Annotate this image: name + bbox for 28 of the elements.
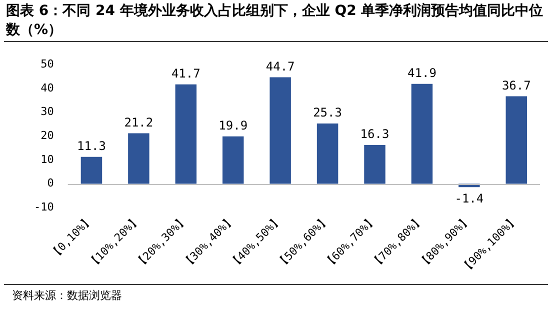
- data-label: 19.9: [218, 118, 248, 132]
- data-label: 41.7: [171, 66, 200, 81]
- bar: [364, 144, 386, 184]
- data-label: 25.3: [313, 106, 342, 120]
- bar: [80, 156, 102, 184]
- bar: [506, 96, 528, 184]
- data-label: 44.7: [266, 59, 295, 74]
- data-label: 16.3: [360, 127, 390, 142]
- y-tick-label: 40: [40, 81, 54, 94]
- chart-title: 图表 6：不同 24 年境外业务收入占比组别下，企业 Q2 单季净利润预告均值同比中位数（%）: [6, 2, 544, 40]
- bar: [175, 84, 197, 184]
- data-label: 21.2: [124, 115, 154, 130]
- y-tick-label: 0: [47, 176, 54, 190]
- y-tick-label: -10: [34, 200, 54, 214]
- text: 资料来源：数据浏览器: [12, 288, 122, 303]
- data-label: 41.9: [408, 66, 436, 80]
- bar: [411, 84, 433, 184]
- y-tick-label: 50: [40, 57, 54, 70]
- data-label: 11.3: [77, 138, 106, 153]
- data-label: 36.7: [502, 78, 531, 92]
- bar: [128, 133, 150, 184]
- bar: [222, 136, 244, 184]
- data-label: -1.4: [454, 191, 484, 206]
- y-tick-label: 10: [40, 152, 54, 166]
- bar: [316, 123, 338, 184]
- y-tick-label: 30: [40, 105, 54, 118]
- bar: [270, 77, 291, 184]
- y-tick-label: 20: [40, 128, 54, 142]
